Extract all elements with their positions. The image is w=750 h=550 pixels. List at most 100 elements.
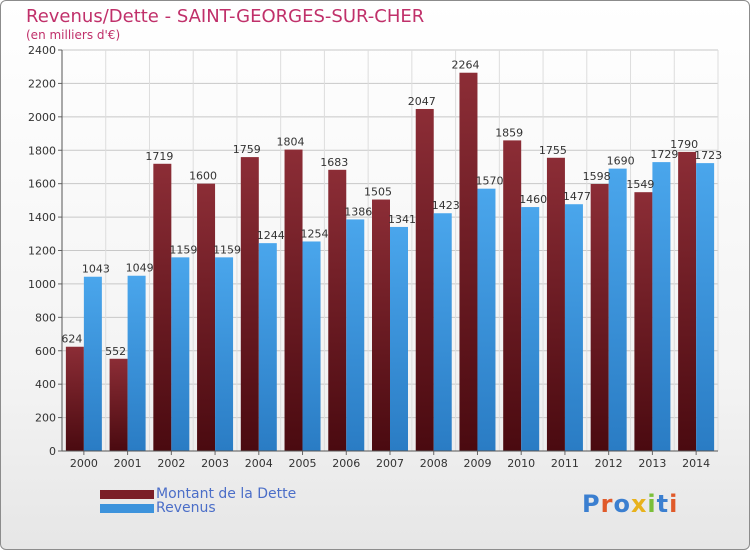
data-label: 1723 <box>694 149 722 162</box>
legend-label-dette: Montant de la Dette <box>156 486 297 502</box>
x-tick-label: 2005 <box>289 457 317 470</box>
chart-title: Revenus/Dette - SAINT-GEORGES-SUR-CHER <box>26 6 425 27</box>
data-label: 1244 <box>257 229 285 242</box>
data-label: 1043 <box>82 263 110 276</box>
legend-swatch-dette <box>100 490 154 499</box>
y-tick-label: 1400 <box>28 211 56 224</box>
x-tick-label: 2000 <box>70 457 98 470</box>
bar-dette <box>109 358 128 451</box>
bar-revenus <box>258 243 277 451</box>
data-label: 1755 <box>539 144 567 157</box>
bar-dette <box>197 183 216 451</box>
data-label: 1254 <box>301 227 329 240</box>
logo-letter: i <box>647 490 657 518</box>
data-label: 624 <box>61 333 82 346</box>
x-tick-label: 2004 <box>245 457 273 470</box>
bar-dette <box>459 72 478 452</box>
data-label: 1804 <box>277 136 305 149</box>
data-label: 1460 <box>519 193 547 206</box>
x-tick-label: 2003 <box>201 457 229 470</box>
data-label: 1505 <box>364 186 392 199</box>
bar-dette <box>65 346 84 451</box>
logo-letter: x <box>630 490 648 518</box>
data-label: 1719 <box>145 150 173 163</box>
bar-revenus <box>127 275 146 451</box>
bar-dette <box>415 108 434 452</box>
y-tick-label: 1000 <box>28 278 56 291</box>
data-label: 1690 <box>607 155 635 168</box>
data-label: 1049 <box>126 262 154 275</box>
data-label: 1729 <box>650 148 678 161</box>
logo-letters: Proxiti <box>582 490 678 518</box>
y-tick-label: 1600 <box>28 178 56 191</box>
bar-revenus <box>564 204 583 451</box>
x-tick-label: 2007 <box>376 457 404 470</box>
data-label: 1600 <box>189 170 217 183</box>
logo-letter: P <box>582 490 601 518</box>
bar-dette <box>284 149 303 451</box>
logo-letter: i <box>669 490 679 518</box>
x-tick-label: 2014 <box>682 457 710 470</box>
data-label: 1683 <box>320 156 348 169</box>
bar-revenus <box>390 226 408 451</box>
bar-dette <box>590 184 609 451</box>
logo-letter: o <box>613 490 631 518</box>
bar-revenus <box>608 168 627 452</box>
bar-dette <box>240 157 259 452</box>
data-labels: 624 1043 552 1049 1719 1159 1600 1159 1759 1244 18… <box>61 59 722 358</box>
legend-label-revenus: Revenus <box>156 500 216 516</box>
data-label: 1570 <box>475 175 503 188</box>
data-label: 1341 <box>388 213 416 226</box>
y-tick-label: 800 <box>35 311 56 324</box>
bar-dette <box>678 151 697 451</box>
data-label: 1477 <box>563 190 591 203</box>
bar-revenus <box>433 213 452 451</box>
data-label: 1386 <box>344 205 372 218</box>
y-tick-label: 400 <box>35 378 56 391</box>
data-label: 1423 <box>432 199 460 212</box>
y-tick-label: 200 <box>35 412 56 425</box>
data-label: 1549 <box>626 178 654 191</box>
proxiti-logo: Proxiti <box>582 490 678 518</box>
bar-revenus <box>652 162 671 451</box>
data-label: 1598 <box>583 170 611 183</box>
data-label: 1759 <box>233 143 261 156</box>
y-tick-label: 1800 <box>28 144 56 157</box>
x-tick-label: 2013 <box>638 457 666 470</box>
bar-dette <box>503 140 522 451</box>
bar-dette <box>153 163 172 451</box>
bar-revenus <box>477 188 496 451</box>
x-tick-label: 2011 <box>551 457 579 470</box>
bar-revenus <box>215 257 234 451</box>
y-tick-label: 2000 <box>28 111 56 124</box>
data-label: 552 <box>105 345 126 358</box>
legend-swatch-revenus <box>100 504 154 513</box>
bar-dette <box>372 199 390 451</box>
data-label: 2264 <box>451 59 479 72</box>
bars <box>65 72 715 452</box>
bar-revenus <box>302 241 321 451</box>
y-tick-label: 600 <box>35 345 56 358</box>
bar-revenus <box>83 276 102 451</box>
x-tick-label: 2012 <box>595 457 623 470</box>
bar-revenus <box>521 207 540 451</box>
y-tick-label: 2400 <box>28 44 56 57</box>
x-tick-label: 2006 <box>332 457 360 470</box>
x-tick-label: 2009 <box>463 457 491 470</box>
bar-dette <box>634 192 653 451</box>
data-label: 1790 <box>670 138 698 151</box>
data-label: 1859 <box>495 126 523 139</box>
data-label: 1159 <box>169 243 197 256</box>
bar-revenus <box>171 257 190 451</box>
bar-dette <box>328 169 347 451</box>
axes: 0 200 400 600 800 1000 1200 1400 1600 1800 2000 220… <box>28 44 718 470</box>
bar-revenus <box>346 219 365 451</box>
bar-dette <box>546 157 565 452</box>
y-tick-label: 0 <box>49 445 56 458</box>
x-tick-label: 2010 <box>507 457 535 470</box>
data-label: 1159 <box>213 243 241 256</box>
x-tick-label: 2002 <box>157 457 185 470</box>
y-tick-label: 2200 <box>28 77 56 90</box>
data-label: 2047 <box>408 95 436 108</box>
